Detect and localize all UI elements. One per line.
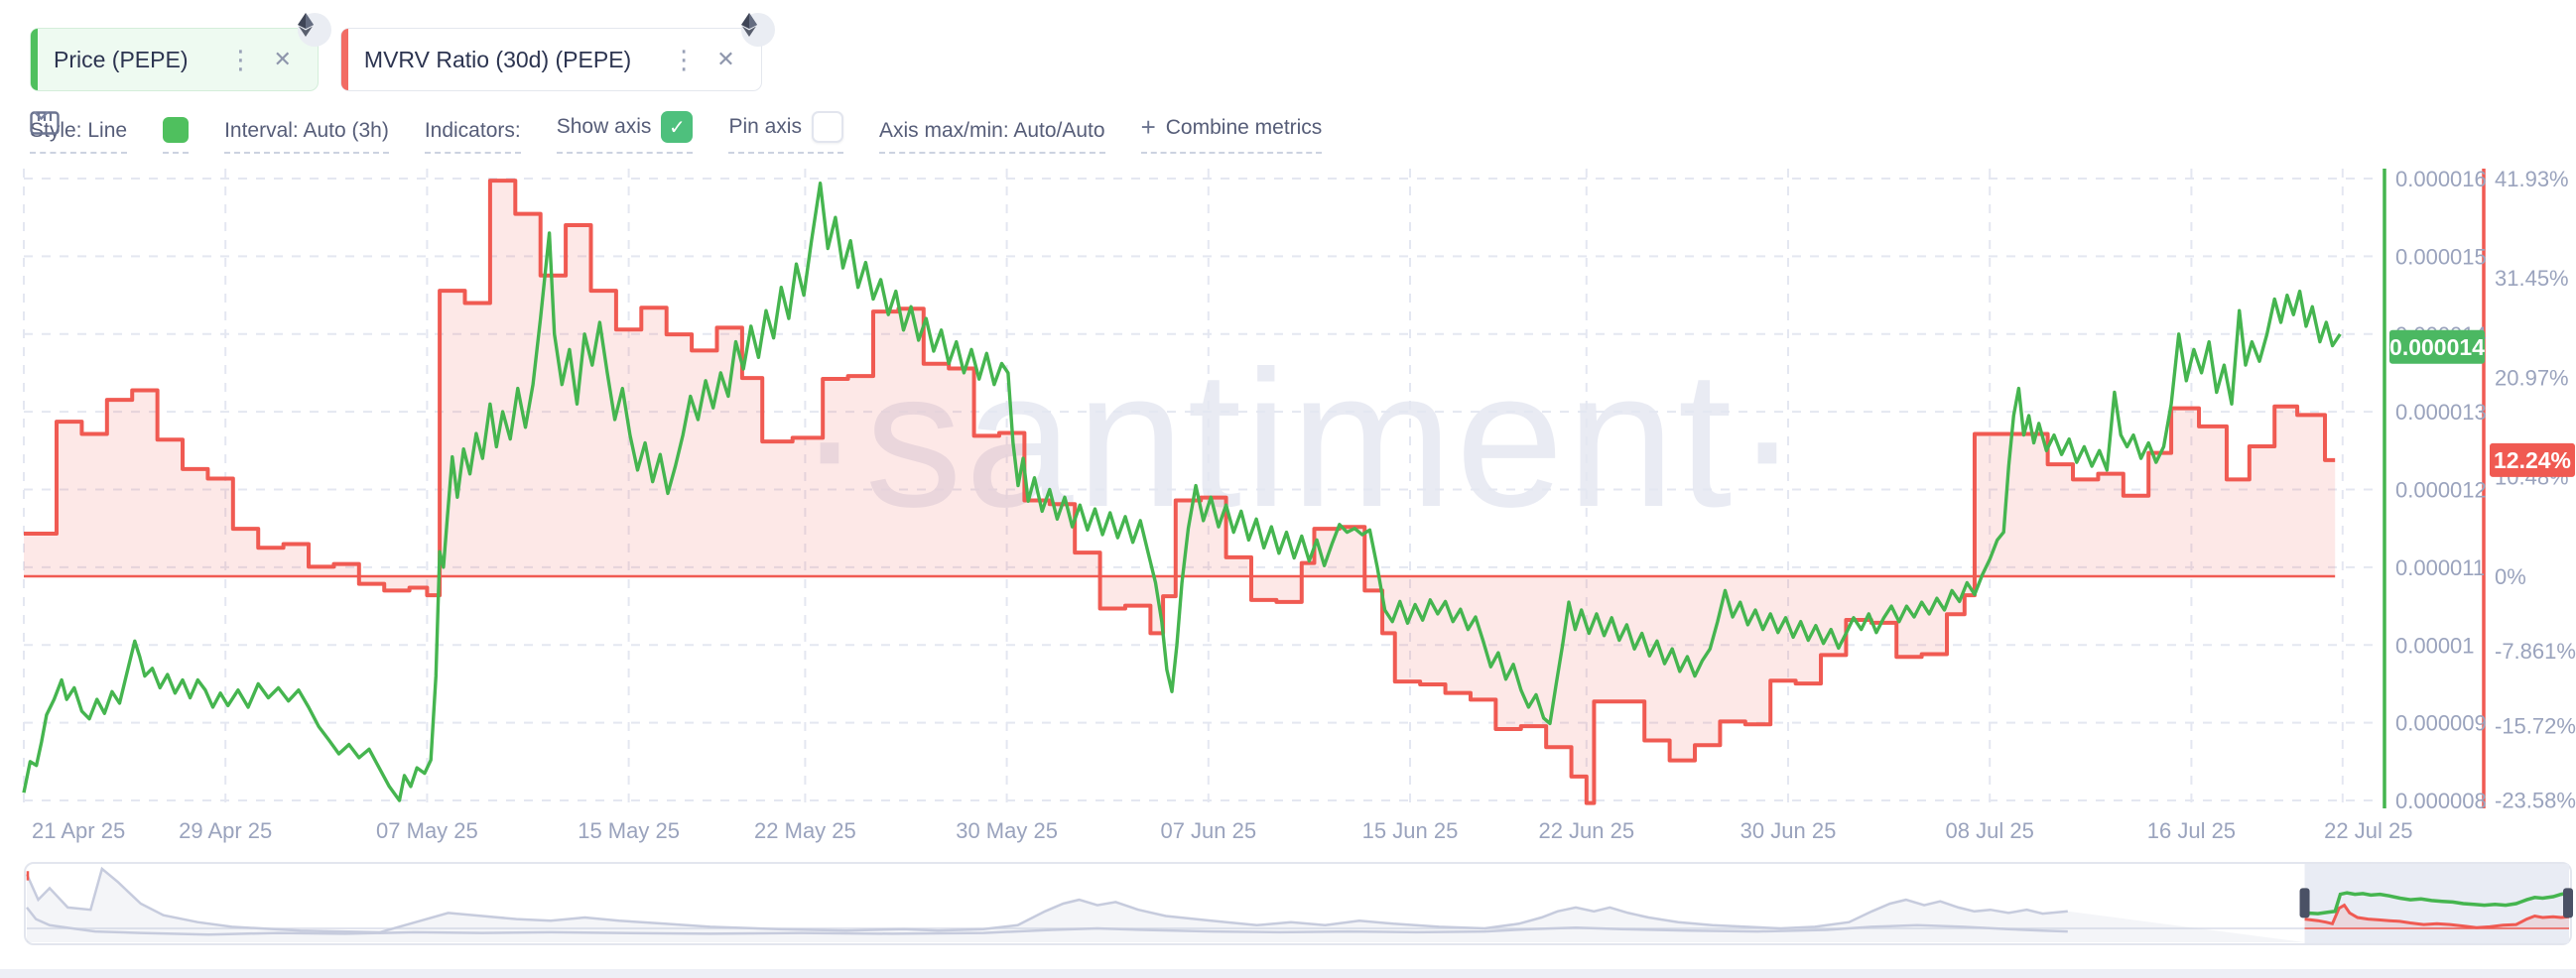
pin-axis-label: Pin axis bbox=[728, 115, 802, 138]
svg-text:0.000012: 0.000012 bbox=[2395, 478, 2487, 503]
interval-label: Interval: Auto (3h) bbox=[224, 119, 389, 142]
chevron-down-icon bbox=[34, 111, 49, 120]
svg-text:29 Apr 25: 29 Apr 25 bbox=[179, 818, 272, 843]
tab-price-close-icon[interactable]: ✕ bbox=[273, 47, 292, 71]
ethereum-icon bbox=[297, 13, 331, 47]
svg-text:0.000014: 0.000014 bbox=[2389, 334, 2485, 360]
axis-maxmin-selector[interactable]: Axis max/min: Auto/Auto bbox=[34, 111, 1105, 154]
svg-text:16 Jul 25: 16 Jul 25 bbox=[2147, 818, 2236, 843]
ethereum-icon bbox=[740, 13, 775, 47]
price-current-badge: 0.000014 bbox=[2389, 329, 2485, 364]
nav-mvrv-selected-fill bbox=[2304, 905, 2569, 928]
svg-text:0.000009: 0.000009 bbox=[2395, 711, 2487, 736]
svg-text:0.000016: 0.000016 bbox=[2395, 167, 2487, 191]
indicators-selector[interactable]: Indicators: bbox=[34, 111, 521, 154]
nav-left-handle[interactable] bbox=[2299, 888, 2310, 918]
tab-price-label: Price (PEPE) bbox=[54, 46, 189, 72]
main-chart[interactable]: 0.0000160.0000150.0000140.0000130.000012… bbox=[0, 0, 2576, 855]
nav-price-history-fill bbox=[27, 868, 2305, 942]
tab-mvrv-label: MVRV Ratio (30d) (PEPE) bbox=[363, 46, 632, 72]
color-selector[interactable] bbox=[34, 111, 190, 154]
nav-price-selected-line bbox=[2304, 891, 2570, 916]
nav-price-history-line bbox=[25, 866, 2068, 934]
svg-text:41.93%: 41.93% bbox=[2495, 167, 2569, 191]
svg-text:12.24%: 12.24% bbox=[2494, 447, 2571, 473]
svg-text:22 Jun 25: 22 Jun 25 bbox=[1538, 818, 1634, 843]
combine-metrics-button[interactable]: + Combine metrics bbox=[1140, 112, 1323, 154]
style-label: Style: Line bbox=[30, 119, 128, 142]
show-axis-checkbox[interactable]: ✓ bbox=[661, 111, 694, 143]
metric-tabs: Price (PEPE) ⋮ ✕ MVRV Ratio (30d) (PEPE)… bbox=[30, 13, 775, 91]
svg-text:21 Apr 25: 21 Apr 25 bbox=[32, 818, 125, 843]
price-accent-bar bbox=[31, 29, 38, 90]
svg-text:0.000015: 0.000015 bbox=[2395, 244, 2487, 269]
svg-text:31.45%: 31.45% bbox=[2495, 266, 2569, 291]
svg-text:30 May 25: 30 May 25 bbox=[956, 818, 1058, 843]
nav-mvrv-history-line bbox=[26, 907, 2068, 936]
svg-text:-15.72%: -15.72% bbox=[2495, 713, 2576, 738]
svg-text:-23.58%: -23.58% bbox=[2495, 789, 2576, 813]
tab-price-kebab-icon[interactable]: ⋮ bbox=[227, 45, 254, 74]
svg-text:-7.861%: -7.861% bbox=[2495, 639, 2576, 664]
nav-right-handle[interactable] bbox=[2563, 888, 2573, 918]
svg-text:20.97%: 20.97% bbox=[2495, 365, 2569, 390]
svg-text:0.00001: 0.00001 bbox=[2395, 633, 2475, 658]
plus-icon: + bbox=[1140, 112, 1156, 142]
svg-text:15 May 25: 15 May 25 bbox=[578, 818, 680, 843]
tab-mvrv-kebab-icon[interactable]: ⋮ bbox=[671, 45, 698, 74]
mvrv-axis-labels: 41.93%31.45%20.97%10.48%0%-7.861%-15.72%… bbox=[2495, 167, 2576, 813]
tab-mvrv-pepe[interactable]: MVRV Ratio (30d) (PEPE) ⋮ ✕ bbox=[339, 13, 775, 91]
price-axis-labels: 0.0000160.0000150.0000140.0000130.000012… bbox=[2395, 167, 2487, 813]
chart-toolbar: Style: Line Interval: Auto (3h) Indicato… bbox=[30, 111, 1323, 154]
svg-text:15 Jun 25: 15 Jun 25 bbox=[1362, 818, 1459, 843]
show-axis-toggle[interactable]: Show axis ✓ bbox=[556, 111, 694, 154]
svg-text:0%: 0% bbox=[2495, 564, 2526, 589]
timeline-navigator[interactable] bbox=[0, 855, 2576, 970]
svg-text:22 May 25: 22 May 25 bbox=[754, 818, 856, 843]
pin-axis-checkbox[interactable] bbox=[811, 111, 843, 143]
bottom-scroll-strip[interactable] bbox=[0, 969, 2576, 978]
svg-text:08 Jul 25: 08 Jul 25 bbox=[1946, 818, 2034, 843]
price-line bbox=[22, 182, 2342, 802]
date-axis-labels: 21 Apr 25 29 Apr 25 07 May 25 15 May 25 22 M… bbox=[32, 818, 2412, 843]
svg-text:0.000011: 0.000011 bbox=[2395, 555, 2485, 580]
svg-text:07 May 25: 07 May 25 bbox=[376, 818, 478, 843]
series-color-swatch bbox=[163, 117, 190, 143]
svg-text:30 Jun 25: 30 Jun 25 bbox=[1740, 818, 1837, 843]
combine-metrics-label: Combine metrics bbox=[1165, 115, 1323, 139]
svg-text:22 Jul 25: 22 Jul 25 bbox=[2324, 818, 2412, 843]
svg-text:0.000008: 0.000008 bbox=[2395, 789, 2487, 813]
svg-text:0.000013: 0.000013 bbox=[2395, 400, 2487, 425]
svg-text:07 Jun 25: 07 Jun 25 bbox=[1160, 818, 1256, 843]
navigator-selected-range[interactable] bbox=[2304, 864, 2569, 943]
pin-axis-toggle[interactable]: Pin axis bbox=[728, 111, 843, 154]
tab-price-pepe[interactable]: Price (PEPE) ⋮ ✕ bbox=[30, 13, 331, 91]
interval-selector[interactable]: Interval: Auto (3h) bbox=[30, 111, 389, 154]
axis-maxmin-label: Axis max/min: Auto/Auto bbox=[878, 119, 1105, 142]
mvrv-series bbox=[24, 179, 2336, 805]
nav-mvrv-selected-line bbox=[2304, 903, 2570, 929]
mvrv-current-badge: 12.24% bbox=[2490, 442, 2575, 477]
mvrv-accent-bar bbox=[340, 29, 348, 90]
indicators-label: Indicators: bbox=[424, 119, 521, 142]
show-axis-label: Show axis bbox=[556, 115, 652, 138]
tab-mvrv-close-icon[interactable]: ✕ bbox=[716, 47, 735, 71]
